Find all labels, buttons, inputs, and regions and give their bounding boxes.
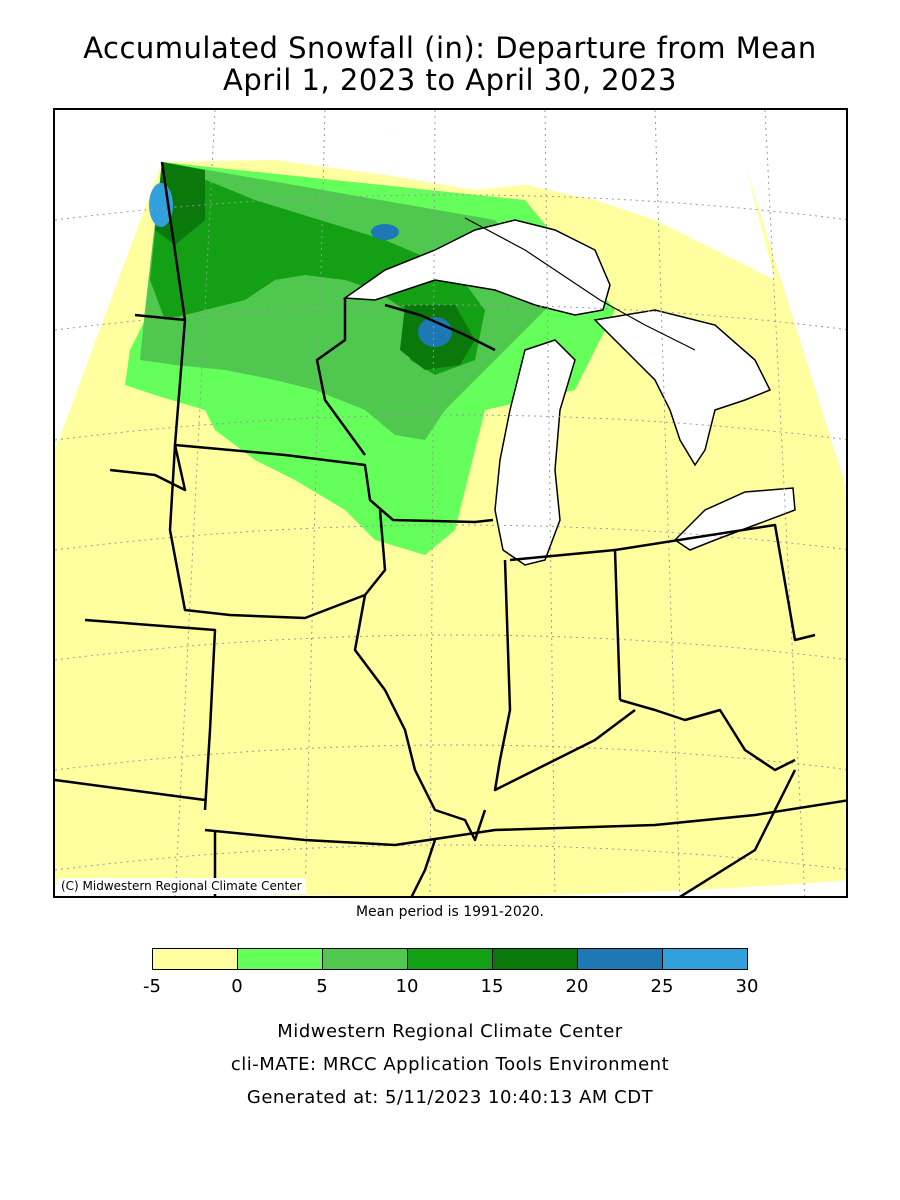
lake-michigan bbox=[494, 339, 576, 566]
legend-swatch bbox=[322, 948, 408, 970]
legend-tick-label: 15 bbox=[480, 976, 504, 997]
state-boundaries bbox=[55, 161, 846, 896]
international-boundary bbox=[464, 217, 696, 351]
footer-organization: Midwestern Regional Climate Center bbox=[277, 1021, 623, 1042]
color-legend bbox=[152, 948, 748, 970]
map-credit: (C) Midwestern Regional Climate Center bbox=[57, 878, 306, 894]
contour-15-20 bbox=[155, 162, 205, 245]
contour-20-25-shore bbox=[371, 224, 399, 240]
legend-tick-label: -5 bbox=[143, 976, 161, 997]
legend-tick-label: 25 bbox=[650, 976, 674, 997]
lake-huron bbox=[593, 309, 772, 467]
legend-swatch bbox=[237, 948, 323, 970]
legend-tick-label: 0 bbox=[231, 976, 243, 997]
legend-tick-label: 5 bbox=[316, 976, 328, 997]
legend-swatch bbox=[492, 948, 578, 970]
legend-swatch bbox=[152, 948, 238, 970]
map-title: Accumulated Snowfall (in): Departure fro… bbox=[83, 31, 817, 65]
lake-superior bbox=[342, 219, 611, 316]
legend-tick-label: 30 bbox=[735, 976, 759, 997]
snowfall-departure-map: (C) Midwestern Regional Climate Center bbox=[53, 108, 848, 898]
legend-tick-label: 10 bbox=[395, 976, 419, 997]
footer-tool: cli-MATE: MRCC Application Tools Environ… bbox=[230, 1054, 670, 1075]
map-date-range: April 1, 2023 to April 30, 2023 bbox=[223, 63, 677, 97]
legend-tick-label: 20 bbox=[565, 976, 589, 997]
legend-swatch bbox=[662, 948, 748, 970]
map-svg bbox=[55, 110, 846, 896]
mean-period-note: Mean period is 1991-2020. bbox=[355, 904, 545, 920]
lake-erie bbox=[673, 487, 796, 551]
footer-generated: Generated at: 5/11/2023 10:40:13 AM CDT bbox=[246, 1087, 654, 1108]
legend-swatch bbox=[577, 948, 663, 970]
contour-10-15-nw bbox=[255, 215, 355, 275]
legend-swatch bbox=[407, 948, 493, 970]
canada-region bbox=[162, 131, 775, 280]
